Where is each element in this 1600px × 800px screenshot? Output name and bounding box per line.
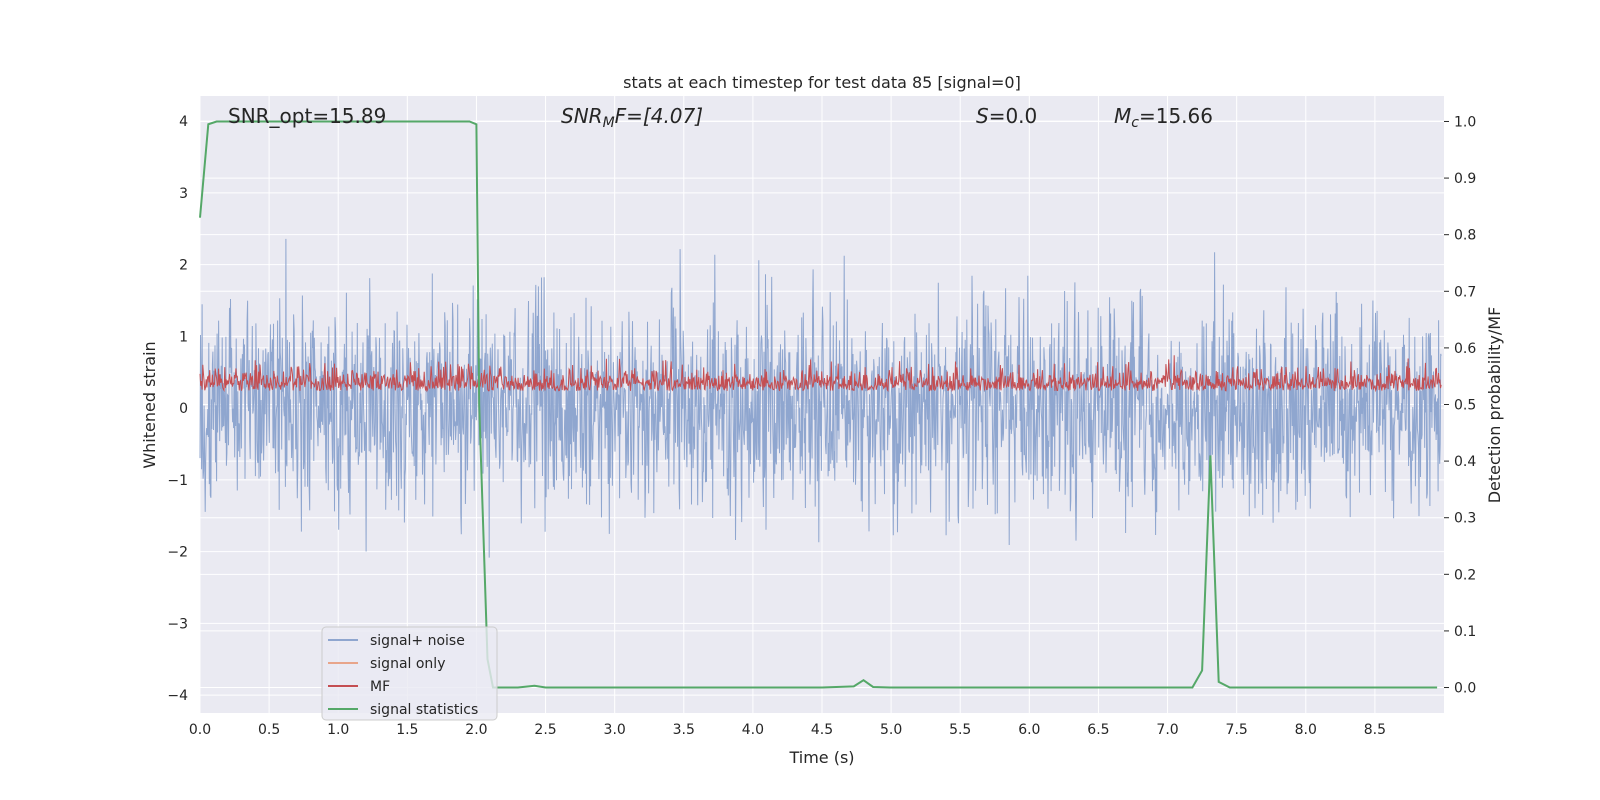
legend-label-signal-statistics: signal statistics: [370, 702, 478, 718]
y-tick-label: 1: [179, 329, 188, 345]
y-ticks: −4 −3 −2 −1 0 1 2 3 4: [167, 114, 188, 704]
x-tick-label: 0.5: [258, 722, 280, 738]
x-tick-label: 3.0: [604, 722, 626, 738]
x-tick-label: 8.0: [1295, 722, 1317, 738]
y-tick-label: −4: [167, 688, 188, 704]
x-tick-label: 8.5: [1364, 722, 1386, 738]
annotation-snr-mf-main: SNR: [561, 104, 603, 128]
x-tick-label: 6.5: [1087, 722, 1109, 738]
annotation-mc-var: M: [1114, 104, 1131, 128]
y-tick-label-right: 0.7: [1454, 284, 1476, 300]
y-tick-label: −2: [167, 545, 188, 561]
series-layer: [199, 120, 1442, 689]
annotation-mc-sub: c: [1131, 115, 1139, 131]
y-tick-label-right: 1.0: [1454, 114, 1476, 130]
x-tick-label: 2.5: [534, 722, 556, 738]
y-tick-label: −1: [167, 473, 188, 489]
x-tick-label: 5.0: [880, 722, 902, 738]
y-tick-label-right: 0.5: [1454, 398, 1476, 414]
annotation-mc: Mc=15.66: [1114, 104, 1213, 131]
x-axis-label: Time (s): [788, 748, 854, 767]
annotation-s-var: S: [976, 104, 989, 128]
x-tick-label: 7.5: [1226, 722, 1248, 738]
x-ticks: 0.0 0.5 1.0 1.5 2.0 2.5 3.0 3.5 4.0 4.5 5.0 5.5 6.0 6…: [189, 722, 1386, 738]
y-tick-label-right: 0.6: [1454, 341, 1476, 357]
y-tick-label-right: 0.2: [1454, 567, 1476, 583]
x-tick-label: 1.0: [327, 722, 349, 738]
annotations: SNR_opt=15.89 SNRMF=[4.07] S=0.0 Mc=15.6…: [228, 104, 1213, 131]
x-tick-label: 3.5: [673, 722, 695, 738]
x-tick-label: 7.0: [1156, 722, 1178, 738]
annotation-snr-mf-sub: M: [603, 115, 615, 131]
x-tick-label: 4.0: [742, 722, 764, 738]
y-tick-label: 0: [179, 401, 188, 417]
legend: signal+ noise signal only MF signal stat…: [321, 626, 498, 721]
y-tick-label-right: 0.3: [1454, 511, 1476, 527]
series-signal-statistics-line: [199, 120, 1438, 689]
y-tick-label: 4: [179, 114, 188, 130]
y-tick-label-right: 0.0: [1454, 681, 1476, 697]
x-tick-label: 2.0: [465, 722, 487, 738]
x-tick-label: 0.0: [189, 722, 211, 738]
x-tick-label: 6.0: [1018, 722, 1040, 738]
series-mf-line: [199, 355, 1442, 393]
legend-box: [321, 626, 498, 721]
y-axis-label-right: Detection probability/MF: [1485, 307, 1504, 504]
annotation-snr-opt: SNR_opt=15.89: [228, 104, 386, 128]
legend-label-signal-only: signal only: [370, 656, 445, 672]
y-tick-label: 3: [179, 186, 188, 202]
x-tick-label: 1.5: [396, 722, 418, 738]
annotation-s: S=0.0: [976, 104, 1037, 128]
legend-label-signal-noise: signal+ noise: [370, 633, 465, 649]
series-signal-noise-line: [199, 238, 1442, 558]
annotation-snr-mf-tail: F=[4.07]: [615, 104, 703, 128]
legend-label-mf: MF: [370, 679, 390, 695]
y-tick-label-right: 0.9: [1454, 171, 1476, 187]
annotation-s-val: =0.0: [989, 104, 1038, 128]
y-ticks-right: 0.0 0.1 0.2 0.3 0.4 0.5 0.6 0.7 0.8 0.9 1.0: [1454, 114, 1476, 696]
y-tick-label-right: 0.4: [1454, 454, 1476, 470]
x-tick-label: 4.5: [811, 722, 833, 738]
y-tick-label-right: 0.1: [1454, 624, 1476, 640]
x-tick-label: 5.5: [949, 722, 971, 738]
y-tick-label-right: 0.8: [1454, 228, 1476, 244]
chart-title: stats at each timestep for test data 85 …: [623, 73, 1021, 92]
y-axis-label: Whitened strain: [140, 341, 159, 468]
annotation-mc-val: =15.66: [1139, 104, 1213, 128]
y-tick-label: 2: [179, 258, 188, 274]
y-tick-label: −3: [167, 616, 188, 632]
annotation-snr-mf: SNRMF=[4.07]: [561, 104, 703, 131]
